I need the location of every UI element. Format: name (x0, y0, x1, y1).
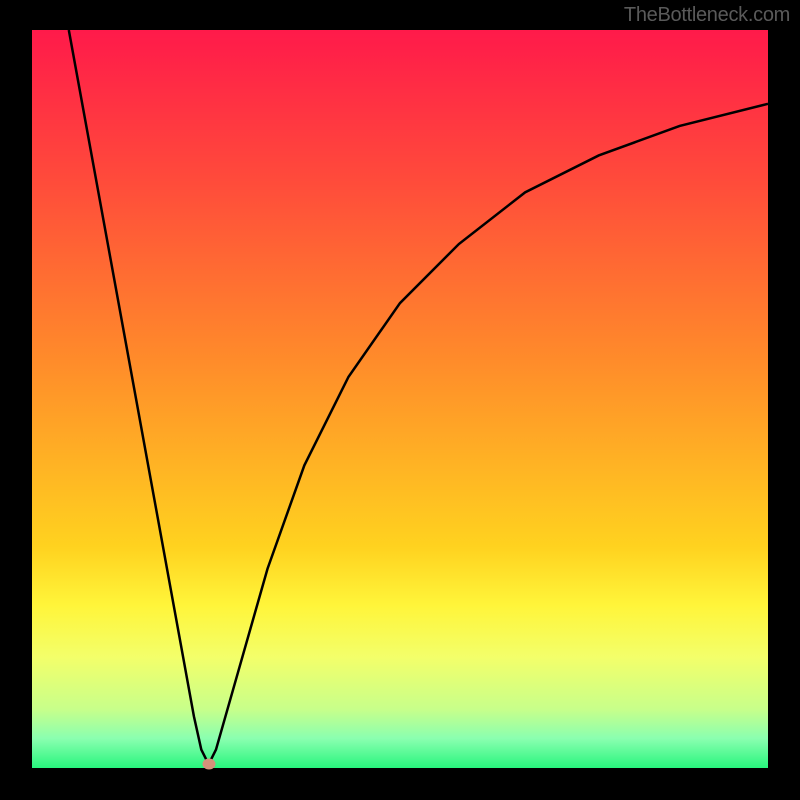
canvas-root: TheBottleneck.com (0, 0, 800, 800)
minimum-marker (202, 759, 215, 770)
curve-line (32, 30, 768, 768)
curve-polyline (69, 30, 768, 764)
watermark-text: TheBottleneck.com (624, 4, 790, 27)
plot-area (32, 30, 768, 768)
